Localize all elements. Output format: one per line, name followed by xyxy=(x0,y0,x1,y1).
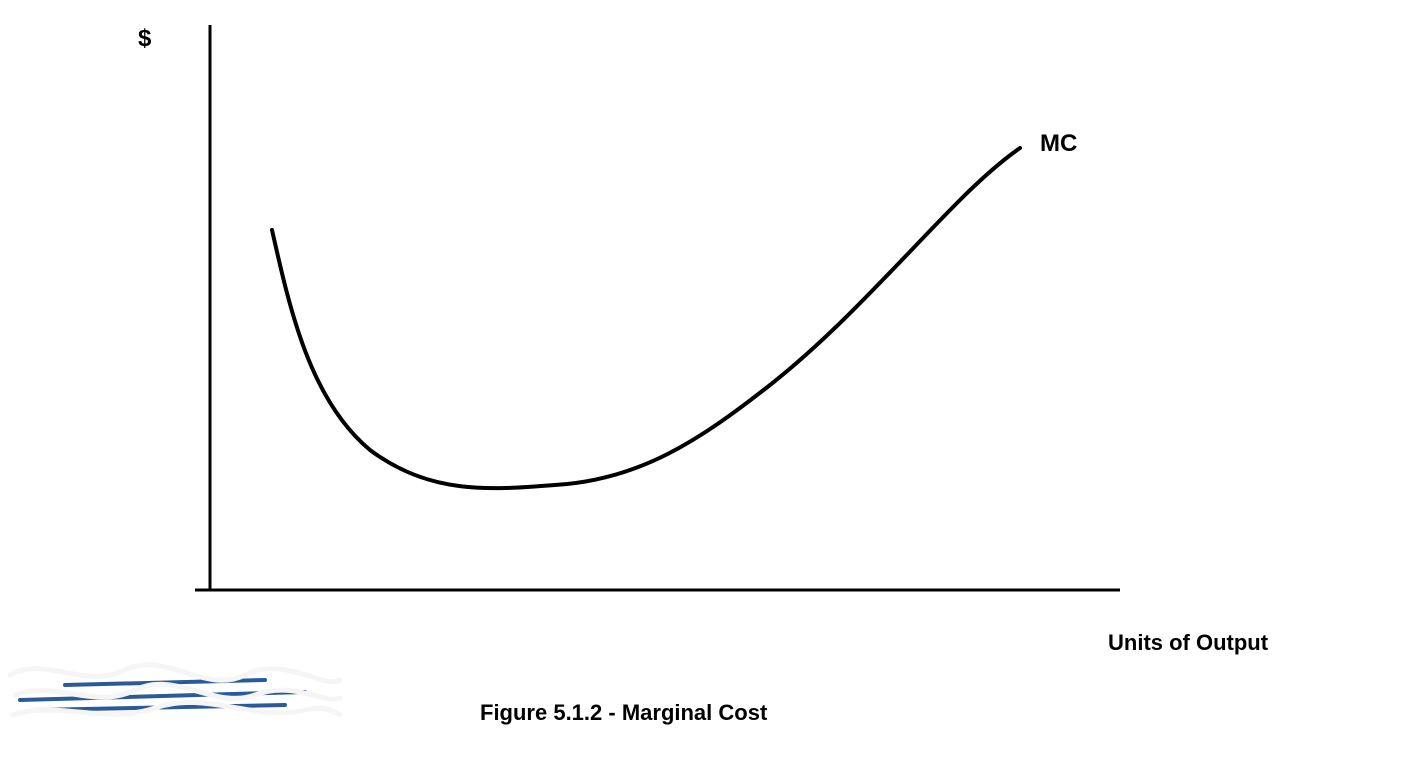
mc-curve-label: MC xyxy=(1040,130,1077,158)
marginal-cost-chart: $ Units of Output MC Figure 5.1.2 - Marg… xyxy=(0,0,1428,762)
x-axis-label: Units of Output xyxy=(1108,630,1268,656)
redaction-scribble xyxy=(5,640,345,730)
y-axis-label: $ xyxy=(138,25,151,53)
figure-caption: Figure 5.1.2 - Marginal Cost xyxy=(480,700,767,726)
mc-curve xyxy=(272,148,1020,488)
